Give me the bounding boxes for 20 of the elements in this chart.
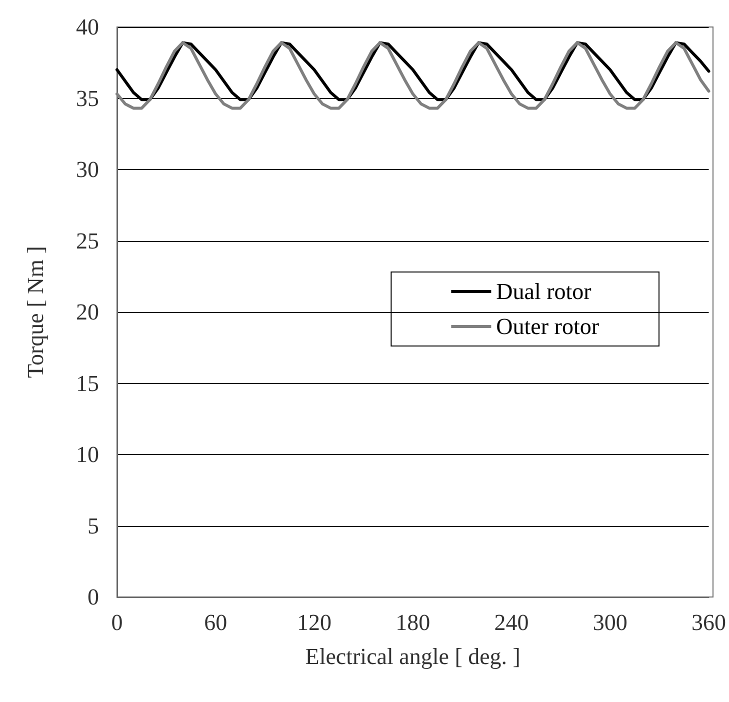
y-tick-label: 30 — [76, 157, 99, 182]
y-tick-label: 10 — [76, 442, 99, 467]
x-tick-label: 360 — [692, 610, 726, 635]
y-tick-label: 20 — [76, 300, 99, 324]
x-tick-label: 60 — [204, 610, 228, 635]
y-axis-title: Torque [ Nm ] — [23, 246, 48, 378]
legend-label: Dual rotor — [496, 279, 592, 304]
x-tick-label: 180 — [396, 610, 430, 635]
y-tick-label: 0 — [88, 584, 99, 610]
y-tick-label: 5 — [88, 513, 99, 538]
x-tick-label: 240 — [494, 610, 529, 635]
y-tick-label: 15 — [76, 370, 99, 396]
y-tick-label: 40 — [76, 14, 99, 40]
y-tick-label: 25 — [76, 228, 99, 254]
x-tick-label: 120 — [297, 610, 332, 635]
x-axis-title: Electrical angle [ deg. ] — [305, 644, 520, 669]
x-tick-label: 300 — [592, 610, 628, 635]
legend-label: Outer rotor — [496, 314, 600, 339]
x-tick-label: 0 — [111, 610, 123, 635]
y-tick-label: 35 — [76, 86, 99, 111]
